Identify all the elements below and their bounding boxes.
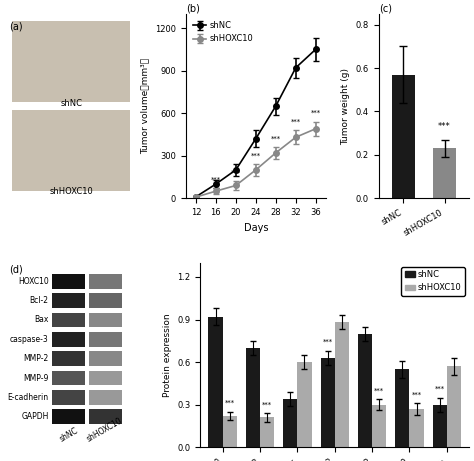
Legend: shNC, shHOXC10: shNC, shHOXC10: [401, 267, 465, 296]
Text: ***: ***: [374, 387, 384, 393]
Bar: [52, 293, 85, 308]
Bar: [433, 148, 456, 198]
Bar: [358, 334, 372, 447]
Bar: [433, 405, 447, 447]
Bar: [52, 409, 85, 424]
Bar: [52, 371, 85, 385]
Bar: [395, 369, 410, 447]
Text: shNC: shNC: [59, 426, 80, 443]
Bar: [260, 417, 274, 447]
Bar: [89, 351, 122, 366]
Bar: [297, 362, 311, 447]
Text: ***: ***: [411, 391, 422, 397]
Bar: [89, 390, 122, 405]
Text: caspase-3: caspase-3: [10, 335, 49, 344]
Legend: shNC, shHOXC10: shNC, shHOXC10: [190, 18, 256, 47]
Bar: [89, 313, 122, 327]
Bar: [52, 332, 85, 347]
Text: shHOXC10: shHOXC10: [49, 187, 93, 196]
Text: HOXC10: HOXC10: [18, 277, 49, 286]
Text: ***: ***: [323, 339, 333, 345]
Y-axis label: Tumor volume（mm³）: Tumor volume（mm³）: [141, 58, 150, 154]
Text: ***: ***: [438, 122, 451, 131]
Bar: [89, 409, 122, 424]
Text: shHOXC10: shHOXC10: [85, 416, 124, 443]
Bar: [335, 322, 349, 447]
Text: ***: ***: [231, 170, 241, 176]
Bar: [52, 390, 85, 405]
Bar: [52, 351, 85, 366]
Y-axis label: Protein expression: Protein expression: [163, 313, 172, 397]
Text: GAPDH: GAPDH: [21, 412, 49, 421]
Bar: [320, 358, 335, 447]
Text: ***: ***: [435, 386, 445, 392]
Text: ***: ***: [262, 402, 272, 408]
Bar: [223, 416, 237, 447]
Bar: [410, 409, 424, 447]
Bar: [89, 332, 122, 347]
Text: shNC: shNC: [60, 99, 82, 108]
Bar: [283, 399, 297, 447]
Text: Bcl-2: Bcl-2: [29, 296, 49, 305]
Text: ***: ***: [251, 153, 261, 159]
Bar: [372, 405, 386, 447]
Bar: [246, 348, 260, 447]
Bar: [52, 274, 85, 289]
Bar: [447, 366, 461, 447]
Bar: [12, 21, 130, 102]
Bar: [52, 313, 85, 327]
Text: (c): (c): [379, 3, 392, 13]
Text: MMP-9: MMP-9: [23, 373, 49, 383]
Bar: [89, 293, 122, 308]
X-axis label: Days: Days: [244, 223, 268, 232]
Text: ***: ***: [211, 177, 221, 183]
Text: ***: ***: [310, 110, 321, 116]
Bar: [89, 274, 122, 289]
Text: (a): (a): [9, 21, 23, 31]
Bar: [89, 371, 122, 385]
Text: ***: ***: [291, 118, 301, 124]
Text: E-cadherin: E-cadherin: [8, 393, 49, 402]
Text: Bax: Bax: [34, 315, 49, 325]
Text: (d): (d): [9, 265, 23, 275]
Text: MMP-2: MMP-2: [23, 354, 49, 363]
Text: (b): (b): [186, 3, 200, 13]
Bar: [209, 317, 223, 447]
Text: ***: ***: [271, 136, 281, 142]
Text: ***: ***: [225, 400, 235, 406]
Y-axis label: Tumor weight (g): Tumor weight (g): [341, 67, 350, 145]
Bar: [392, 75, 415, 198]
Bar: [12, 110, 130, 191]
